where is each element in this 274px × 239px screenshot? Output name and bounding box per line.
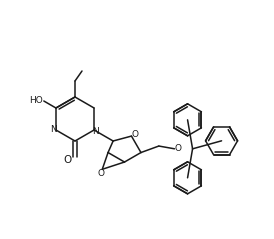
- Text: HO: HO: [29, 96, 43, 104]
- Text: O: O: [64, 155, 72, 165]
- Text: O: O: [174, 144, 181, 153]
- Text: O: O: [98, 169, 105, 178]
- Text: N: N: [51, 125, 57, 135]
- Text: O: O: [132, 130, 139, 139]
- Text: N: N: [92, 126, 98, 136]
